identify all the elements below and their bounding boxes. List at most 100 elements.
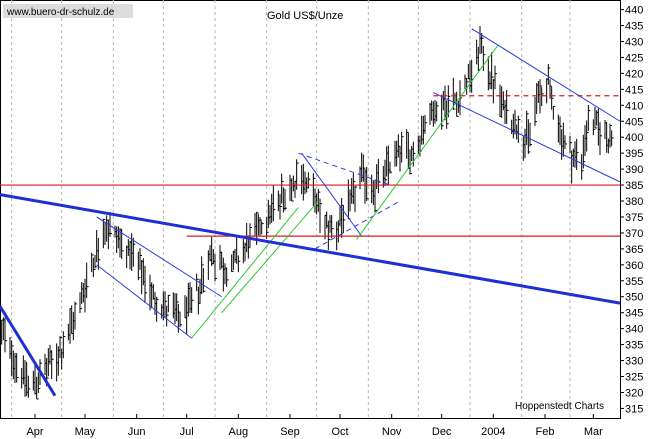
y-tick-label: 370 bbox=[625, 228, 643, 240]
y-tick-label: 440 bbox=[625, 5, 643, 17]
channel-line bbox=[301, 152, 363, 237]
ohlc-bar bbox=[609, 123, 612, 148]
x-tick-label: Aug bbox=[229, 426, 249, 438]
y-tick: 340 bbox=[620, 324, 643, 336]
x-tick-label: Nov bbox=[382, 426, 402, 438]
ohlc-bar bbox=[36, 376, 39, 400]
x-tick-label: Feb bbox=[536, 426, 555, 438]
ohlc-bar bbox=[441, 94, 444, 130]
ohlc-bar bbox=[552, 106, 556, 120]
ohlc-bar bbox=[534, 96, 537, 126]
ohlc-bar bbox=[342, 205, 346, 234]
y-tick: 375 bbox=[620, 212, 643, 224]
ohlc-bar bbox=[167, 294, 171, 313]
y-tick: 435 bbox=[620, 21, 643, 33]
y-tick: 415 bbox=[620, 84, 643, 96]
y-tick-label: 345 bbox=[625, 308, 643, 320]
channel-line bbox=[96, 216, 222, 298]
channel-line bbox=[356, 44, 499, 240]
ohlc-bar bbox=[517, 115, 521, 143]
y-tick-label: 320 bbox=[625, 387, 643, 399]
ohlc-bar bbox=[569, 135, 572, 154]
y-tick-label: 375 bbox=[625, 212, 643, 224]
ohlc-bar bbox=[201, 256, 204, 295]
y-tick: 320 bbox=[620, 387, 643, 399]
ohlc-bar bbox=[409, 149, 412, 175]
ohlc-bar bbox=[166, 305, 169, 327]
x-tick: Jun bbox=[128, 414, 146, 438]
trend-line bbox=[0, 193, 621, 305]
ohlc-bar bbox=[191, 287, 194, 314]
ohlc-bar bbox=[281, 173, 284, 204]
x-tick-label: Jul bbox=[180, 426, 194, 438]
ohlc-bar bbox=[4, 317, 7, 353]
ohlc-bar bbox=[226, 268, 229, 288]
ohlc-bar bbox=[214, 253, 217, 282]
ohlc-bar bbox=[97, 237, 101, 270]
ohlc-bar bbox=[352, 173, 356, 205]
x-tick: Mar bbox=[584, 414, 603, 438]
ohlc-bar bbox=[506, 89, 509, 124]
y-tick: 430 bbox=[620, 36, 643, 48]
ohlc-bar bbox=[586, 120, 589, 152]
y-tick-label: 330 bbox=[625, 356, 643, 368]
watermark: www.buero-dr-schulz.de bbox=[3, 4, 133, 18]
ohlc-bar bbox=[464, 74, 467, 90]
ohlc-bar bbox=[231, 254, 234, 273]
y-tick: 400 bbox=[620, 132, 643, 144]
chart-title: Gold US$/Unze bbox=[267, 10, 343, 22]
ohlc-bar bbox=[471, 59, 474, 93]
ohlc-bar bbox=[51, 350, 54, 380]
ohlc-bar bbox=[436, 101, 439, 122]
channel-line bbox=[298, 152, 391, 186]
channel-line bbox=[471, 28, 621, 122]
x-tick-label: Apr bbox=[26, 426, 43, 438]
ohlc-bar bbox=[354, 185, 357, 213]
y-tick-label: 400 bbox=[625, 132, 643, 144]
channel-line bbox=[221, 200, 319, 314]
y-tick-label: 350 bbox=[625, 292, 643, 304]
y-tick-label: 425 bbox=[625, 52, 643, 64]
ohlc-bar bbox=[331, 214, 334, 239]
x-tick-label: 2004 bbox=[481, 426, 505, 438]
y-tick-label: 385 bbox=[625, 180, 643, 192]
ohlc-bar bbox=[94, 254, 97, 269]
x-tick: Jul bbox=[180, 414, 194, 438]
x-tick: 2004 bbox=[481, 414, 506, 438]
x-tick-label: Sep bbox=[280, 426, 300, 438]
x-axis: Apr May Jun Jul Aug Sep Oct Nov Dec 2004 Feb Mar bbox=[26, 414, 603, 438]
ohlc-bar bbox=[156, 296, 159, 322]
trend-line bbox=[0, 305, 57, 397]
ohlc-bar bbox=[527, 119, 531, 154]
ohlc-bar bbox=[259, 217, 262, 237]
y-tick-label: 380 bbox=[625, 196, 643, 208]
ohlc-bar bbox=[389, 161, 392, 174]
ohlc-bar bbox=[466, 78, 469, 95]
ohlc-bar bbox=[564, 135, 567, 149]
ohlc-bar bbox=[452, 78, 456, 110]
ohlc-bar bbox=[424, 115, 427, 134]
ohlc-bar bbox=[62, 331, 66, 359]
trend-lines bbox=[0, 28, 621, 397]
channel-line bbox=[433, 92, 621, 183]
ohlc-bar bbox=[341, 198, 344, 238]
ohlc-bar bbox=[494, 65, 497, 90]
ohlc-bar bbox=[491, 52, 494, 90]
y-tick: 335 bbox=[620, 340, 643, 352]
y-axis: 315 320 325 330 335 340 345 350 355 360 365 370 375 3… bbox=[620, 5, 643, 415]
ohlc-bar bbox=[547, 64, 551, 85]
y-tick-label: 395 bbox=[625, 148, 643, 160]
ohlc-bar bbox=[447, 85, 451, 118]
y-tick: 350 bbox=[620, 292, 643, 304]
y-tick: 410 bbox=[620, 100, 643, 112]
channel-line bbox=[191, 207, 299, 339]
ohlc-bar bbox=[179, 312, 182, 328]
y-tick-label: 365 bbox=[625, 244, 643, 256]
y-tick-label: 340 bbox=[625, 324, 643, 336]
y-tick: 385 bbox=[620, 180, 643, 192]
x-tick: Nov bbox=[382, 414, 402, 438]
ohlc-bar bbox=[594, 106, 597, 129]
ohlc-bar bbox=[11, 340, 14, 377]
y-tick-label: 435 bbox=[625, 21, 643, 33]
